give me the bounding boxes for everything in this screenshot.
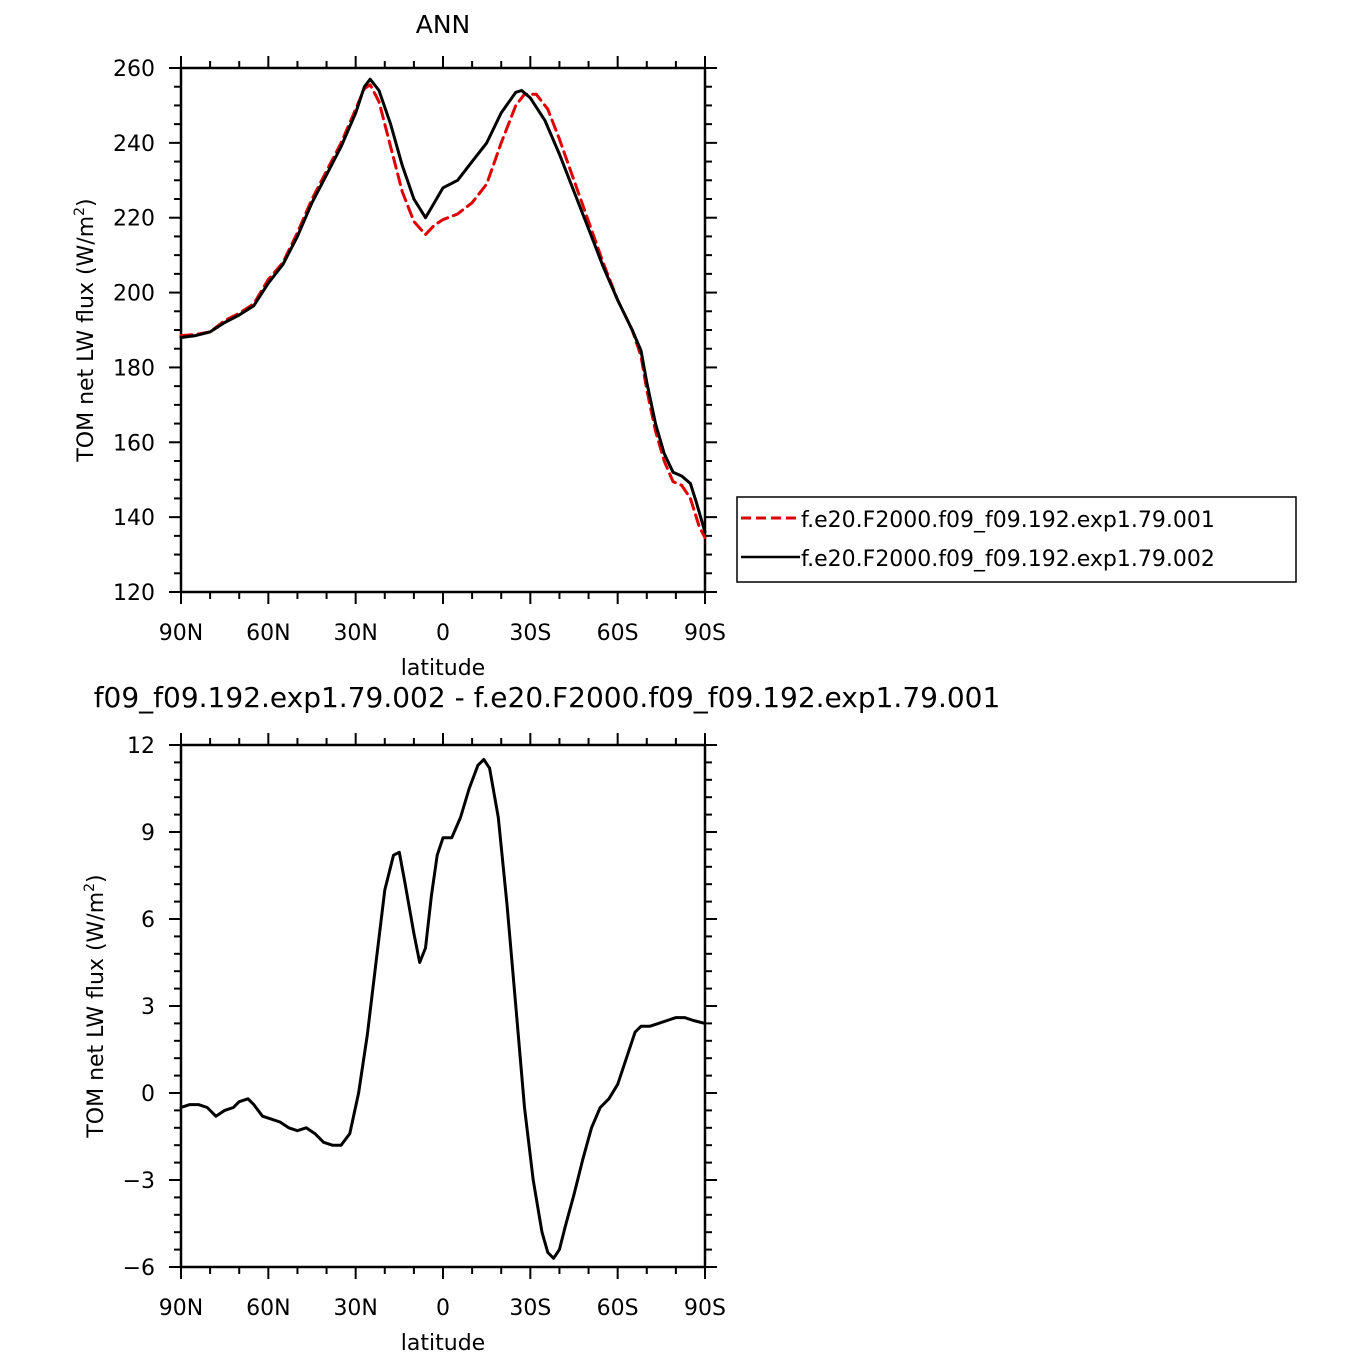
y-tick-label: 6 [141, 908, 155, 933]
top-x-axis-label: latitude [401, 656, 485, 681]
x-tick-label: 90S [684, 1296, 726, 1321]
x-tick-label: 60S [597, 621, 639, 646]
x-tick-label: 90S [684, 621, 726, 646]
bottom-panel: f09_f09.192.exp1.79.002 - f.e20.F2000.f0… [82, 681, 1001, 1356]
y-tick-label: 0 [141, 1082, 155, 1107]
x-tick-label: 90N [159, 621, 203, 646]
legend-box [736, 496, 1297, 583]
bottom-series-lines [179, 758, 707, 1260]
y-tick-label: 3 [141, 995, 155, 1020]
top-y-axis-label-main: TOM net LW flux (W/m [74, 216, 99, 463]
y-tick-label: 180 [113, 356, 155, 381]
x-tick-label: 90N [159, 1296, 203, 1321]
y-tick-label: −6 [123, 1256, 155, 1281]
bottom-plot-frame [179, 743, 707, 1269]
x-tick-label: 30N [333, 621, 377, 646]
x-tick-label: 60N [246, 621, 290, 646]
legend-label-002: f.e20.F2000.f09_f09.192.exp1.79.002 [801, 547, 1215, 572]
top-panel: ANN 90N 60N 30N 0 30S 60S 90S 120 140 160 180 200 2… [72, 10, 1297, 681]
x-tick-label: 0 [436, 621, 450, 646]
top-chart-title: ANN [416, 10, 471, 39]
bottom-y-axis-label-end: ) [84, 874, 109, 883]
bottom-chart-title: f09_f09.192.exp1.79.002 - f.e20.F2000.f0… [94, 681, 1001, 714]
x-tick-label: 30N [333, 1296, 377, 1321]
y-tick-label: 140 [113, 506, 155, 531]
y-tick-label: 12 [127, 734, 155, 759]
bottom-y-axis-label-main: TOM net LW flux (W/m [84, 892, 109, 1139]
series-line-1 [179, 83, 707, 540]
y-tick-label: 240 [113, 132, 155, 157]
x-tick-label: 0 [436, 1296, 450, 1321]
top-y-axis-label-sup: 2 [72, 207, 88, 216]
x-tick-label: 30S [509, 1296, 551, 1321]
y-tick-label: 9 [141, 821, 155, 846]
series-line-2 [179, 77, 707, 534]
top-y-axis-label-end: ) [74, 198, 99, 207]
series-line-1 [179, 758, 707, 1260]
x-tick-label: 60S [597, 1296, 639, 1321]
top-x-tick-labels: 90N 60N 30N 0 30S 60S 90S [159, 621, 726, 646]
legend-label-001: f.e20.F2000.f09_f09.192.exp1.79.001 [801, 508, 1215, 533]
x-tick-label: 60N [246, 1296, 290, 1321]
bottom-x-axis-label: latitude [401, 1331, 485, 1356]
y-tick-label: 200 [113, 282, 155, 307]
y-tick-label: 260 [113, 57, 155, 82]
top-series-lines [179, 77, 707, 540]
y-tick-label: 120 [113, 581, 155, 606]
top-axis-ticks [169, 56, 717, 604]
bottom-y-axis-label-sup: 2 [82, 883, 98, 892]
top-y-axis-label: TOM net LW flux (W/m2) [72, 198, 99, 462]
y-tick-label: 220 [113, 207, 155, 232]
y-tick-label: −3 [123, 1169, 155, 1194]
top-plot-frame [179, 66, 707, 594]
bottom-x-tick-labels: 90N 60N 30N 0 30S 60S 90S [159, 1296, 726, 1321]
y-tick-label: 160 [113, 431, 155, 456]
bottom-y-tick-labels: −6 −3 0 3 6 9 12 [123, 734, 155, 1281]
top-y-tick-labels: 120 140 160 180 200 220 240 260 [113, 57, 155, 606]
bottom-y-axis-label: TOM net LW flux (W/m2) [82, 874, 109, 1138]
x-tick-label: 30S [509, 621, 551, 646]
top-legend: f.e20.F2000.f09_f09.192.exp1.79.001 f.e2… [736, 496, 1297, 583]
bottom-axis-ticks [169, 733, 717, 1279]
